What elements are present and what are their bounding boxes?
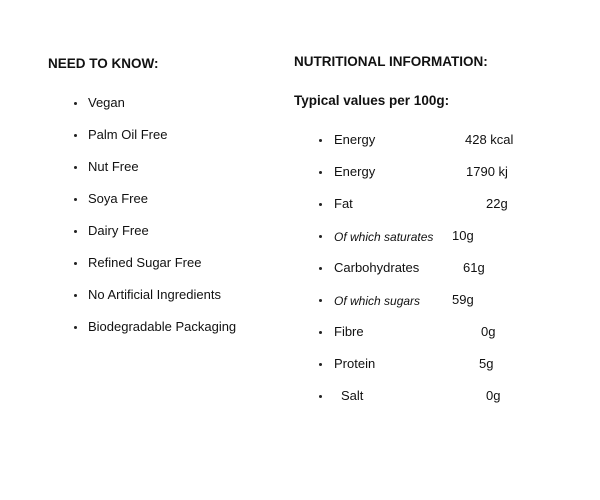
nutrient-name: Energy (334, 132, 376, 147)
bullet (74, 134, 77, 137)
bullet (74, 294, 77, 297)
nutrient-value: 1790 kj (466, 164, 508, 179)
list-item: Biodegradable Packaging (88, 319, 237, 334)
nutrient-value: 22g (486, 196, 508, 211)
list-item: Nut Free (88, 159, 139, 174)
bullet (319, 363, 322, 366)
list-item: Dairy Free (88, 223, 149, 238)
bullet (74, 262, 77, 265)
nutrient-value: 59g (452, 292, 474, 307)
nutrient-value: 61g (463, 260, 485, 275)
section-title: NUTRITIONAL INFORMATION: (294, 54, 488, 69)
list-item: Vegan (88, 95, 125, 110)
nutrient-name: Of which sugars (334, 294, 421, 308)
nutrient-name: Of which saturates (334, 230, 434, 244)
nutrient-value: 0g (486, 388, 501, 403)
list-item: Refined Sugar Free (88, 255, 202, 270)
bullet (319, 171, 322, 174)
nutrient-value: 428 kcal (465, 132, 514, 147)
bullet (319, 395, 322, 398)
bullet (74, 230, 77, 233)
bullet (319, 235, 322, 238)
bullet (74, 326, 77, 329)
list-item: No Artificial Ingredients (88, 287, 221, 302)
bullet (319, 331, 322, 334)
bullet (319, 203, 322, 206)
bullet (74, 166, 77, 169)
nutrient-name: Fat (334, 196, 353, 211)
nutrient-name: Fibre (334, 324, 364, 339)
subtitle: Typical values per 100g: (294, 93, 450, 108)
nutrient-name: Salt (341, 388, 364, 403)
bullet (74, 102, 77, 105)
nutrient-name: Carbohydrates (334, 260, 420, 275)
list-item: Palm Oil Free (88, 127, 168, 142)
nutrient-name: Protein (334, 356, 376, 371)
bullet (319, 299, 322, 302)
nutrient-value: 5g (479, 356, 494, 371)
list-item: Soya Free (88, 191, 148, 206)
bullet (319, 267, 322, 270)
nutrient-value: 0g (481, 324, 496, 339)
section-title: NEED TO KNOW: (48, 56, 159, 71)
nutrient-value: 10g (452, 228, 474, 243)
bullet (319, 139, 322, 142)
bullet (74, 198, 77, 201)
nutrient-name: Energy (334, 164, 376, 179)
